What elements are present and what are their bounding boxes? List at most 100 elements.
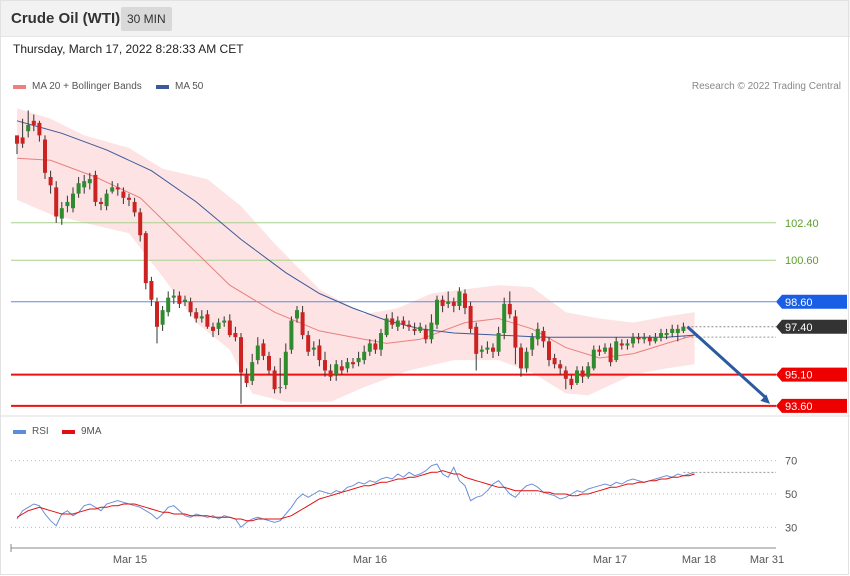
projection-arrow-line <box>686 325 768 399</box>
candle-body <box>65 201 70 207</box>
candle-body <box>580 370 585 377</box>
legend-rsi-label: RSI <box>32 426 49 437</box>
rsi-swatch <box>13 429 26 434</box>
candle-body <box>351 362 355 365</box>
ma50-swatch <box>156 84 169 89</box>
x-tick-label: Mar 16 <box>353 554 387 566</box>
x-tick-label: Mar 17 <box>593 554 627 566</box>
level-price-tag <box>776 319 847 334</box>
level-label: 100.60 <box>785 255 819 267</box>
candle-body <box>239 337 243 373</box>
projection-arrow-head <box>760 394 770 404</box>
candle-body <box>418 326 423 331</box>
rsi-line <box>16 463 695 529</box>
credit-text: Research © 2022 Trading Central <box>691 81 841 92</box>
candle-body <box>502 303 507 334</box>
rsi-9ma-line <box>16 470 695 522</box>
candle-body <box>110 187 115 192</box>
candle-body <box>339 366 344 371</box>
candle-body <box>457 291 462 306</box>
level-label: 93.60 <box>785 401 813 413</box>
candle-body <box>631 337 635 344</box>
candle-body <box>535 328 540 340</box>
candle-body <box>295 310 299 319</box>
candle-body <box>20 137 25 144</box>
candle-body <box>597 349 602 352</box>
legend-ma20: MA 20 + Bollinger Bands <box>13 81 142 92</box>
candle-body <box>412 328 417 331</box>
ma20-swatch <box>13 84 26 89</box>
candle-body <box>485 347 490 350</box>
rsi-tick-label: 30 <box>785 522 797 534</box>
candle-body <box>474 326 479 354</box>
candle-body <box>233 333 238 338</box>
candle-body <box>429 322 434 340</box>
candle-body <box>614 341 619 361</box>
candle-body <box>334 364 339 375</box>
candle-body <box>211 326 215 331</box>
candle-body <box>625 343 630 346</box>
candle-body <box>166 297 171 313</box>
candle-body <box>31 120 36 125</box>
candle-body <box>390 318 395 325</box>
candle-body <box>48 176 53 186</box>
candle-body <box>99 201 103 205</box>
rsi-panel[interactable]: 70 50 30 <box>11 456 797 535</box>
candle-body <box>670 328 675 334</box>
candle-body <box>468 305 473 329</box>
candle-body <box>569 378 574 386</box>
candle-body <box>183 299 187 302</box>
candle-body <box>138 212 143 236</box>
candle-body <box>222 320 227 323</box>
candle-body <box>356 357 361 363</box>
timeframe-button[interactable]: 30 MIN <box>121 7 172 31</box>
candle-body <box>519 347 523 369</box>
candle-body <box>552 357 557 365</box>
candle-body <box>160 310 165 325</box>
rsi-tick-label: 50 <box>785 489 797 501</box>
candle-body <box>603 347 607 352</box>
level-price-tag <box>776 367 847 382</box>
candle-body <box>37 122 42 136</box>
candle-body <box>642 337 647 340</box>
level-label: 98.60 <box>785 297 813 309</box>
candle-body <box>440 299 445 306</box>
candle-body <box>306 335 311 352</box>
x-tick-label: Mar 15 <box>113 554 147 566</box>
candle-body <box>121 191 126 198</box>
candle-body <box>155 301 159 327</box>
candle-body <box>15 135 19 144</box>
candle-body <box>87 179 92 184</box>
candle-body <box>373 343 378 350</box>
candle-body <box>491 347 495 352</box>
candle-body <box>524 351 529 369</box>
candle-body <box>659 333 663 338</box>
candle-body <box>446 301 451 304</box>
moving-averages-layer <box>16 120 695 359</box>
instrument-title: Crude Oil (WTI) <box>11 10 121 27</box>
candle-body <box>463 293 467 309</box>
ma50-line <box>16 120 695 338</box>
candle-body <box>82 181 87 188</box>
legend-ma20-label: MA 20 + Bollinger Bands <box>32 81 142 92</box>
candle-body <box>205 314 210 327</box>
candle-body <box>199 316 204 319</box>
bollinger-band-layer <box>17 108 695 402</box>
x-tick-label: Mar 18 <box>682 554 716 566</box>
candle-body <box>323 360 327 371</box>
candle-body <box>558 364 563 369</box>
candle-body <box>132 201 137 213</box>
candle-body <box>507 303 512 315</box>
candle-body <box>127 197 131 200</box>
candle-body <box>244 374 249 383</box>
candle-body <box>541 330 546 342</box>
candle-body <box>496 333 501 352</box>
candle-body <box>345 362 350 369</box>
candle-body <box>664 333 669 336</box>
legend-ma50-label: MA 50 <box>175 81 204 92</box>
candle-body <box>435 299 439 325</box>
candle-body <box>267 355 271 371</box>
candle-body <box>653 337 658 342</box>
ma9-swatch <box>62 429 75 434</box>
